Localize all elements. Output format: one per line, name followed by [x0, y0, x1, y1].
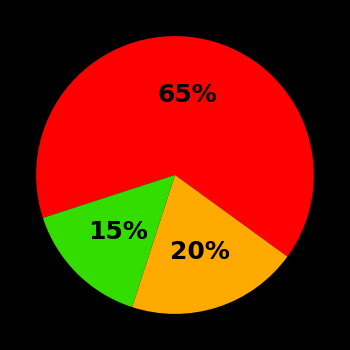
Text: 15%: 15% [88, 220, 148, 244]
Text: 65%: 65% [158, 83, 217, 107]
Text: 20%: 20% [170, 240, 230, 264]
Wedge shape [43, 175, 175, 307]
Wedge shape [132, 175, 287, 314]
Wedge shape [36, 36, 314, 257]
